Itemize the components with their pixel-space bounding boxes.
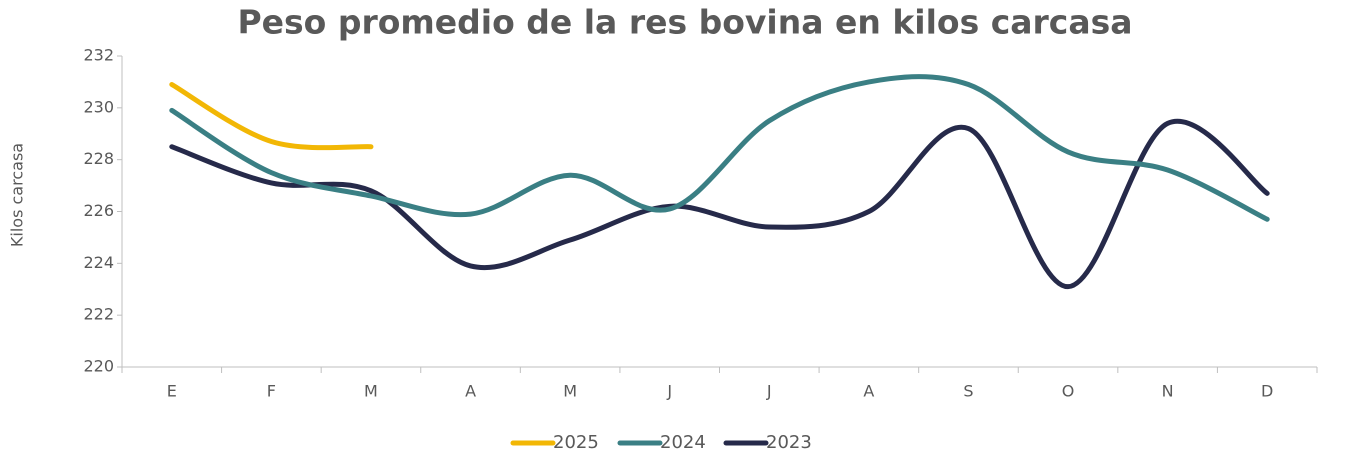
x-tick-label: M: [364, 382, 378, 401]
y-tick-label: 226: [83, 201, 114, 220]
x-tick-label: E: [167, 382, 177, 401]
y-tick-label: 232: [83, 46, 114, 65]
y-tick-label: 230: [83, 97, 114, 116]
line-series: [169, 118, 1270, 290]
x-tick-label: A: [863, 382, 874, 401]
line-series: [169, 74, 1270, 222]
x-tick-label: O: [1062, 382, 1075, 401]
y-tick-label: 222: [83, 305, 114, 324]
x-tick-label: A: [465, 382, 476, 401]
x-tick-label: D: [1261, 382, 1273, 401]
chart-title: Peso promedio de la res bovina en kilos …: [237, 3, 1132, 42]
x-tick-label: S: [963, 382, 973, 401]
legend-label: 2024: [660, 432, 706, 453]
y-axis-label: Kilos carcasa: [8, 143, 27, 247]
legend-label: 2023: [766, 432, 812, 453]
x-tick-label: J: [766, 382, 772, 401]
x-tick-label: N: [1162, 382, 1174, 401]
legend-label: 2025: [553, 432, 599, 453]
x-tick-label: F: [267, 382, 276, 401]
line-series: [169, 82, 374, 151]
x-tick-label: M: [563, 382, 577, 401]
x-tick-label: J: [666, 382, 672, 401]
y-tick-label: 220: [83, 357, 114, 376]
y-tick-label: 224: [83, 253, 114, 272]
y-tick-label: 228: [83, 149, 114, 168]
